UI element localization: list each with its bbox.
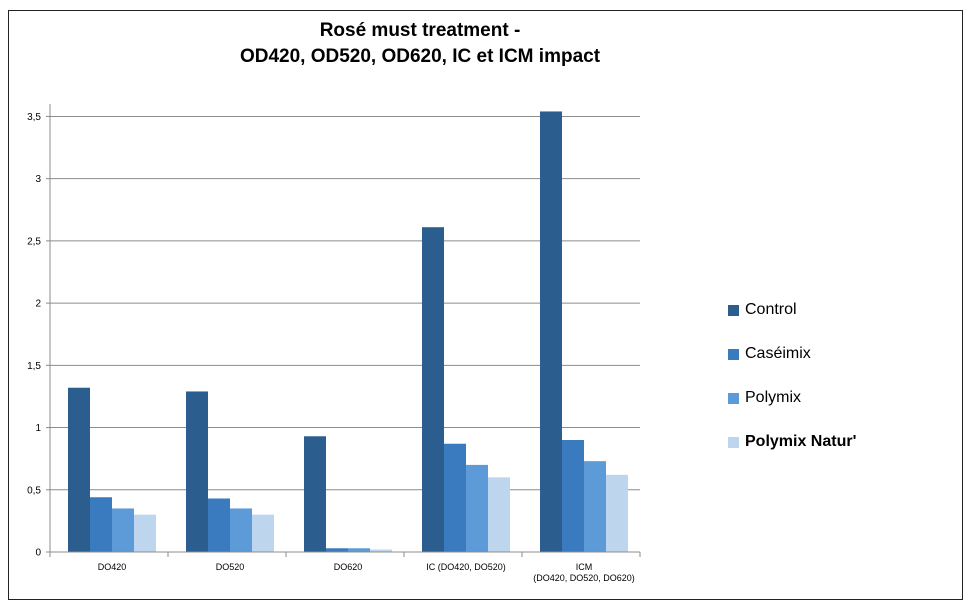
bar-polymix-3 [466, 464, 488, 552]
y-tick-label: 0,5 [27, 485, 41, 496]
bar-control-4 [540, 111, 562, 552]
legend-item-polymix: Polymix [728, 388, 801, 408]
bar-cas-imix-2 [326, 548, 348, 552]
bar-polymix-natur-1 [252, 514, 274, 552]
legend-swatch-control [728, 304, 739, 316]
bars [68, 111, 628, 552]
bar-polymix-natur-0 [134, 514, 156, 552]
legend-swatch-caseimix [728, 348, 739, 360]
bar-polymix-2 [348, 548, 370, 552]
chart-title: Rosé must treatment - OD420, OD520, OD62… [200, 18, 640, 70]
bar-cas-imix-3 [444, 443, 466, 552]
y-tick-label: 2,5 [27, 236, 41, 247]
bar-cas-imix-1 [208, 498, 230, 552]
legend-label-polymix: Polymix [745, 389, 802, 406]
y-tick-labels: 0 0,5 1 1,5 2 2,5 3 3,5 [27, 112, 41, 559]
bar-control-0 [68, 387, 90, 552]
bar-cas-imix-0 [90, 497, 112, 552]
bar-polymix-4 [584, 461, 606, 552]
y-tick-label: 0 [35, 548, 41, 559]
x-tick-label: (DO420, DO520, DO620) [533, 573, 635, 583]
bar-polymix-natur-4 [606, 474, 628, 552]
chart-title-line-1: Rosé must treatment - [319, 20, 521, 41]
bar-polymix-0 [112, 508, 134, 552]
chart-title-line-2: OD420, OD520, OD620, IC et ICM impact [239, 46, 601, 67]
legend-item-caseimix: Caséimix [728, 344, 811, 364]
y-tick-label: 3 [35, 174, 41, 185]
legend-label-polymix-natur: Polymix Natur' [745, 433, 857, 450]
y-tick-label: 1 [35, 423, 41, 434]
x-tick-label: ICM [576, 562, 593, 572]
bar-polymix-natur-2 [370, 549, 392, 552]
y-tick-label: 2 [35, 299, 41, 310]
y-tick-label: 3,5 [27, 112, 41, 123]
x-tick-labels: DO420 DO520 DO620 IC (DO420, DO520) ICM(DO42… [98, 562, 635, 583]
legend-item-control: Control [728, 300, 797, 320]
legend-label-caseimix: Caséimix [745, 345, 811, 362]
bar-polymix-natur-3 [488, 477, 510, 552]
legend-swatch-polymix-natur [728, 436, 739, 448]
x-tick-label: DO520 [216, 562, 245, 572]
legend-swatch-polymix [728, 392, 739, 404]
legend-item-polymix-natur: Polymix Natur' [728, 432, 856, 452]
bar-cas-imix-4 [562, 440, 584, 552]
y-tick-label: 1,5 [27, 361, 41, 372]
axes [46, 104, 641, 557]
legend-label-control: Control [745, 301, 797, 318]
x-tick-label: DO620 [334, 562, 363, 572]
bar-polymix-1 [230, 508, 252, 552]
bar-control-2 [304, 436, 326, 552]
x-tick-label: IC (DO420, DO520) [426, 562, 506, 572]
bar-control-3 [422, 227, 444, 552]
bar-control-1 [186, 391, 208, 552]
x-tick-label: DO420 [98, 562, 127, 572]
